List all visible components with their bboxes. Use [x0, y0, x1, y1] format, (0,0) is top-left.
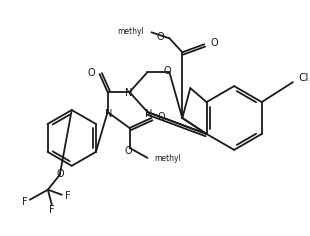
Text: O: O [164, 66, 171, 76]
Text: N: N [105, 109, 112, 119]
Text: Cl: Cl [298, 73, 308, 83]
Text: O: O [157, 112, 165, 122]
Text: O: O [125, 146, 132, 156]
Text: O: O [57, 169, 64, 179]
Text: O: O [87, 68, 95, 78]
Text: F: F [49, 205, 55, 215]
Text: F: F [65, 191, 71, 201]
Text: methyl: methyl [118, 27, 144, 36]
Text: N: N [125, 88, 132, 98]
Text: methyl: methyl [154, 154, 181, 163]
Text: N: N [145, 109, 152, 119]
Text: O: O [210, 38, 218, 48]
Text: O: O [157, 32, 164, 42]
Text: F: F [22, 197, 28, 207]
